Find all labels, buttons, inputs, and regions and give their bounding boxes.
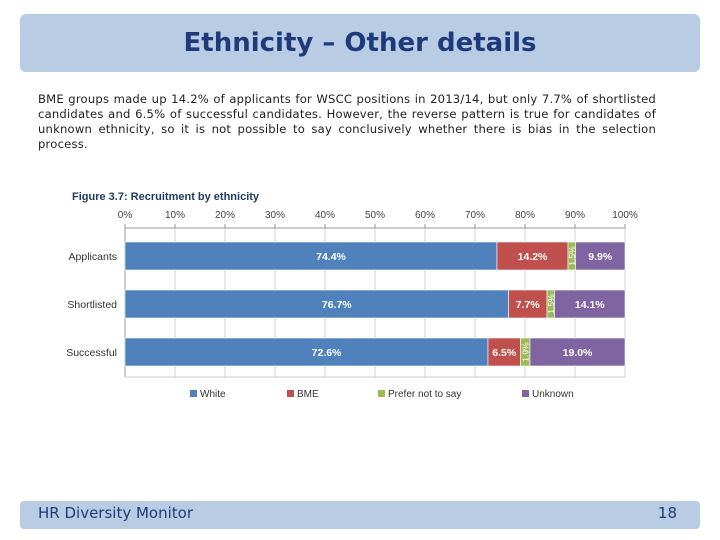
data-label: 14.2% — [518, 251, 548, 263]
summary-paragraph: BME groups made up 14.2% of applicants f… — [38, 92, 656, 151]
bar-bme — [487, 337, 521, 367]
bar-unknown — [529, 337, 626, 367]
x-tick-label: 100% — [612, 210, 638, 221]
x-tick-label: 40% — [315, 210, 335, 221]
bar-white — [124, 337, 489, 367]
legend-swatch — [190, 390, 197, 397]
category-label: Shortlisted — [67, 299, 117, 311]
bar-white — [124, 241, 498, 271]
data-label: 76.7% — [322, 299, 352, 311]
legend-swatch — [287, 390, 294, 397]
data-label: 6.5% — [492, 347, 517, 359]
legend-swatch — [378, 390, 385, 397]
bar-white — [124, 289, 509, 319]
data-label: 14.1% — [575, 299, 605, 311]
category-label: Successful — [66, 347, 117, 359]
data-label: 19.0% — [563, 347, 593, 359]
bar-bme — [508, 289, 548, 319]
legend-swatch — [522, 390, 529, 397]
legend-label: White — [200, 389, 226, 400]
x-tick-label: 10% — [165, 210, 185, 221]
x-tick-label: 0% — [118, 210, 133, 221]
bar-unknown — [575, 241, 626, 271]
data-label: 1.9% — [520, 342, 530, 362]
data-label: 7.7% — [516, 299, 541, 311]
slide-title: Ethnicity – Other details — [183, 28, 537, 58]
x-tick-label: 30% — [265, 210, 285, 221]
x-tick-label: 70% — [465, 210, 485, 221]
x-tick-label: 60% — [415, 210, 435, 221]
footer-bar — [20, 501, 700, 529]
x-tick-label: 80% — [515, 210, 535, 221]
chart-title: Figure 3.7: Recruitment by ethnicity — [72, 191, 260, 203]
data-label: 74.4% — [316, 251, 346, 263]
bar-unknown — [554, 289, 626, 319]
page-number: 18 — [657, 504, 677, 522]
data-label: 1.5% — [546, 294, 556, 314]
data-label: 72.6% — [312, 347, 342, 359]
bar-bme — [496, 241, 569, 271]
category-label: Applicants — [69, 251, 117, 263]
title-bar: Ethnicity – Other details — [20, 14, 700, 72]
legend-label: Prefer not to say — [388, 389, 461, 400]
x-tick-label: 20% — [215, 210, 235, 221]
legend-label: Unknown — [532, 389, 574, 400]
x-tick-label: 90% — [565, 210, 585, 221]
data-label: 9.9% — [588, 251, 613, 263]
footer-label: HR Diversity Monitor — [38, 504, 193, 522]
x-tick-label: 50% — [365, 210, 385, 221]
data-label: 1.5% — [567, 246, 577, 266]
legend-label: BME — [297, 389, 319, 400]
